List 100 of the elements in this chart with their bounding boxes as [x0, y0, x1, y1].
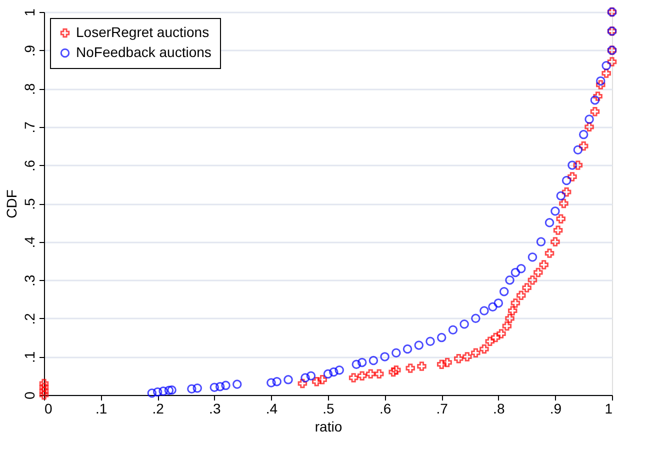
point	[312, 376, 322, 386]
point	[210, 382, 220, 392]
point	[553, 226, 563, 235]
point	[510, 298, 520, 308]
point	[417, 362, 426, 371]
point	[215, 382, 225, 392]
point	[329, 367, 338, 377]
point	[602, 61, 611, 70]
point	[164, 386, 174, 396]
point	[147, 388, 157, 398]
point	[406, 364, 415, 373]
point	[596, 76, 606, 86]
y-tick-label: .8	[22, 83, 38, 95]
point	[221, 380, 230, 390]
point	[544, 248, 554, 258]
point	[496, 329, 506, 338]
point	[562, 176, 572, 186]
point	[414, 340, 424, 350]
x-tick-label: .9	[550, 400, 562, 416]
x-tick-label: .3	[209, 400, 221, 416]
point	[232, 380, 242, 389]
y-tick-label: 0	[22, 391, 38, 400]
point	[573, 145, 583, 154]
point	[352, 360, 362, 369]
x-tick-label: 0	[44, 400, 52, 416]
y-tick-label: .9	[22, 44, 38, 57]
point	[578, 141, 588, 151]
point	[544, 218, 554, 228]
x-tick-label: .6	[379, 400, 392, 416]
legend-label: NoFeedback auctions	[76, 44, 212, 60]
y-tick-label: .7	[22, 121, 38, 134]
point	[167, 385, 176, 395]
x-tick-label: 1	[604, 400, 613, 416]
point	[516, 290, 526, 300]
point	[471, 314, 480, 324]
point	[508, 306, 518, 316]
point	[298, 378, 308, 388]
point	[436, 360, 446, 369]
point	[607, 57, 617, 66]
point	[306, 371, 316, 380]
point	[39, 378, 49, 388]
point	[300, 373, 310, 382]
point	[505, 314, 514, 324]
point	[374, 369, 384, 379]
x-tick-label: .8	[493, 400, 505, 416]
point	[323, 369, 333, 379]
point	[568, 172, 577, 182]
x-tick-label: .1	[95, 400, 108, 416]
point	[357, 358, 367, 368]
point	[550, 237, 560, 246]
point	[480, 344, 489, 354]
point	[448, 325, 458, 335]
point	[584, 122, 594, 132]
point	[562, 187, 572, 197]
point	[584, 114, 594, 124]
point	[392, 365, 401, 375]
point	[485, 336, 495, 346]
point	[187, 384, 196, 394]
x-tick-label: .4	[266, 400, 278, 416]
point	[357, 371, 367, 380]
point	[556, 191, 566, 200]
point	[388, 367, 398, 377]
y-tick-label: .4	[22, 236, 38, 248]
point	[522, 283, 532, 292]
y-tick-label: .6	[22, 160, 38, 172]
point	[462, 352, 472, 362]
point	[348, 373, 358, 382]
y-tick-label: .2	[22, 312, 38, 325]
point	[494, 298, 504, 308]
point	[284, 375, 293, 384]
y-tick-label: .3	[22, 274, 38, 286]
x-tick-label: .5	[322, 400, 335, 416]
point	[590, 95, 600, 105]
point	[152, 387, 162, 397]
point	[192, 383, 202, 393]
y-tick-label: .1	[22, 351, 38, 364]
point	[158, 386, 168, 396]
x-tick-label: .2	[152, 400, 164, 416]
point	[550, 206, 560, 216]
point	[536, 237, 546, 246]
point	[471, 348, 480, 358]
point	[528, 275, 538, 285]
point	[480, 306, 489, 316]
point	[402, 344, 412, 354]
point	[272, 376, 282, 386]
point	[380, 352, 390, 362]
point	[490, 332, 500, 342]
legend-label: LoserRegret auctions	[76, 24, 210, 40]
point	[534, 268, 543, 278]
point	[366, 369, 376, 379]
point	[502, 321, 512, 331]
point	[602, 68, 611, 78]
point	[510, 268, 520, 278]
x-tick-label: .7	[436, 400, 448, 416]
point	[539, 260, 548, 270]
point	[488, 302, 498, 312]
point	[528, 252, 538, 262]
y-tick-label: .5	[22, 198, 38, 210]
point	[596, 80, 606, 90]
point	[368, 356, 378, 366]
